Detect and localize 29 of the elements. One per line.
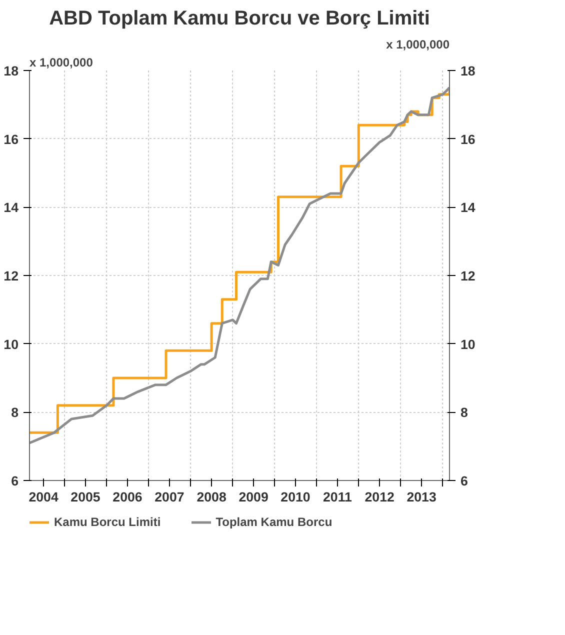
y2-axis-title: x 1,000,000 [386,38,450,52]
x-tick-label: 2013 [406,490,436,504]
x-tick-label: 2012 [364,490,394,504]
x-tick-label: 2005 [70,490,101,504]
y2-tick-label: 18 [460,64,476,78]
x-tick-label: 2011 [323,490,353,504]
x-tick-label: 2008 [196,490,226,504]
x-tick-label: 2009 [238,490,268,504]
y2-tick-label: 6 [460,474,468,488]
y2-tick-label: 14 [460,200,476,216]
x-tick-label: 2010 [280,490,310,504]
x-tick-label: 2004 [28,490,59,504]
y-tick-label: 14 [4,200,20,216]
y2-tick-label: 8 [460,405,468,420]
y-tick-label: 6 [11,474,19,488]
y2-tick-label: 16 [460,132,476,147]
y-tick-label: 18 [4,64,19,78]
y-tick-label: 8 [11,405,19,420]
y-tick-label: 10 [4,336,19,352]
legend-label: Toplam Kamu Borcu [216,515,332,529]
y-tick-label: 16 [4,132,19,147]
y-axis-title: x 1,000,000 [30,56,94,70]
legend-label: Kamu Borcu Limiti [54,515,161,529]
y2-tick-label: 10 [460,336,476,352]
x-tick-label: 2006 [112,490,142,504]
chart-title: ABD Toplam Kamu Borcu ve Borç Limiti [49,8,430,30]
y2-tick-label: 12 [460,268,476,284]
x-tick-label: 2007 [154,490,184,504]
y-tick-label: 12 [4,268,19,284]
